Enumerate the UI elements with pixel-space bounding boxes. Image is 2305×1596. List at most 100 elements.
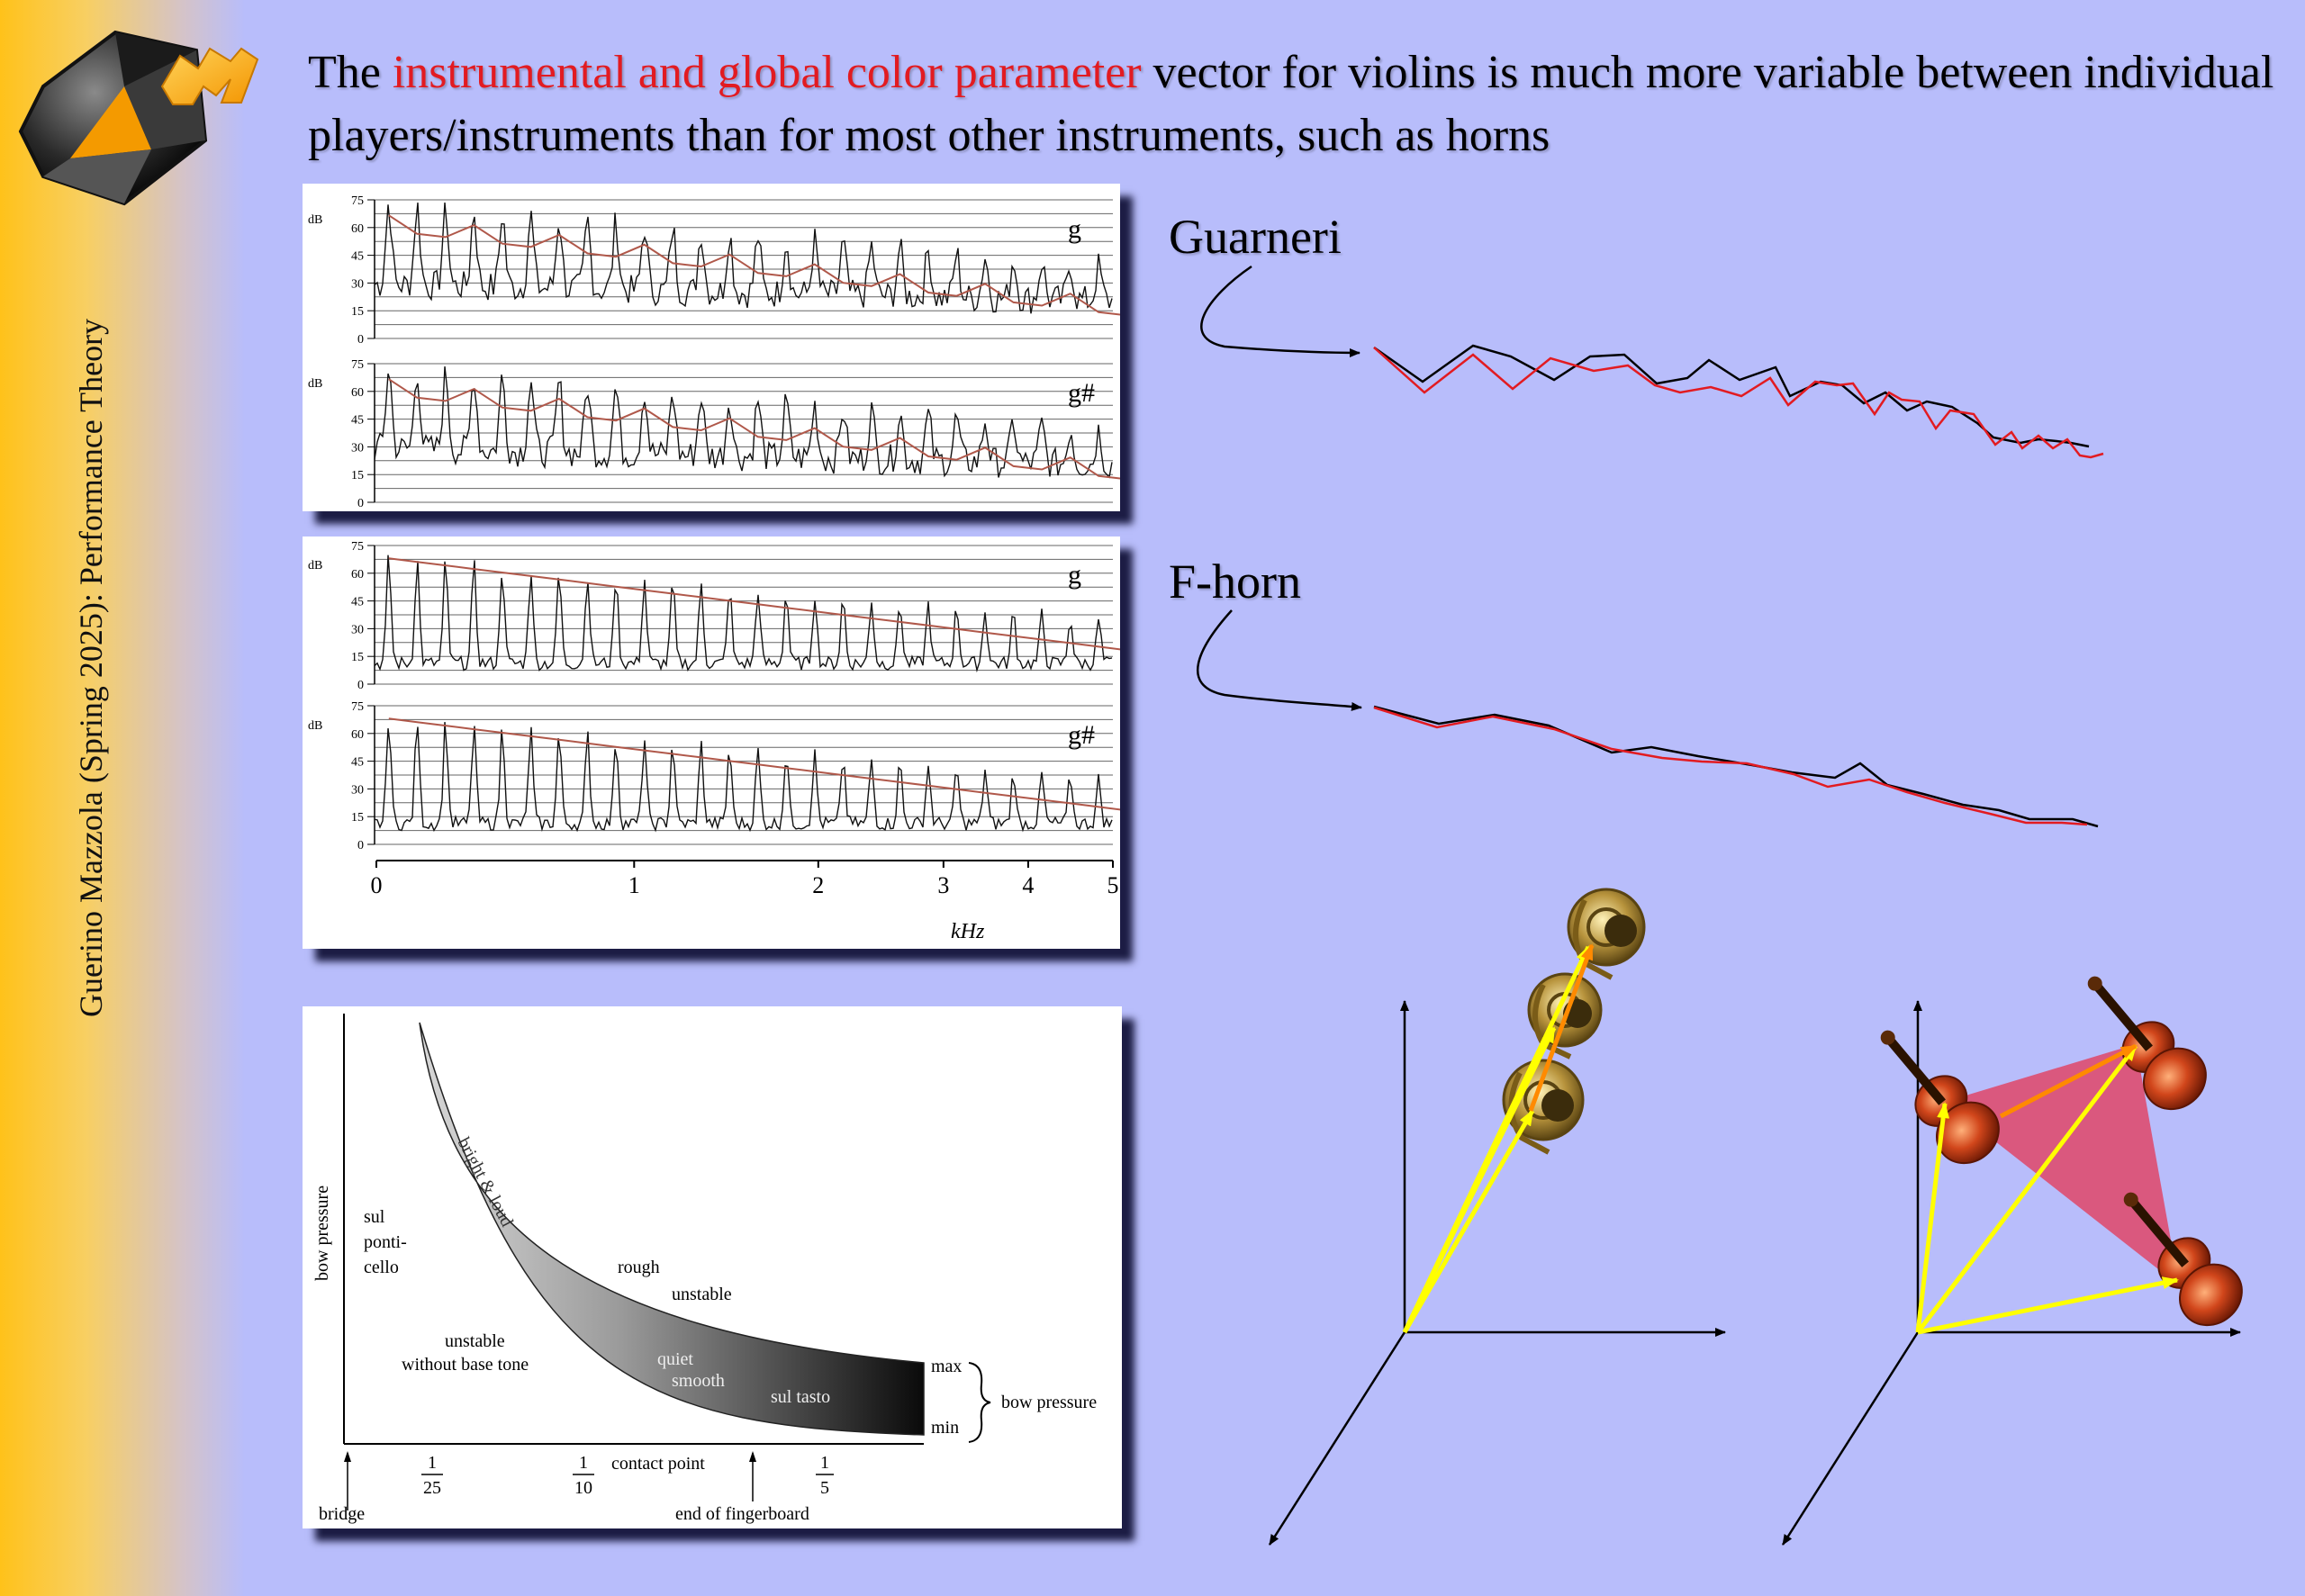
horn-g-note-label: g (1068, 560, 1081, 590)
horn-g-y-tick-label: 45 (351, 596, 364, 609)
frac3-num: 1 (820, 1453, 829, 1473)
fhorn-envelope-red (1373, 706, 2088, 826)
guarneri-envelope-red (1373, 347, 2104, 459)
khz-tick-label: 4 (1022, 872, 1034, 898)
violin-gsharp-y-tick-label: 75 (351, 358, 364, 372)
horn-g-y-tick-label: 0 (357, 679, 364, 692)
violin-g-y-tick-label: 30 (351, 277, 364, 291)
violin-axis-y (1781, 1331, 1920, 1546)
guarneri-pointer-arrow (1200, 265, 1360, 357)
violin-icon (1880, 1030, 2000, 1165)
horn-g-envelope-line (388, 557, 1120, 651)
bridge-label: bridge (319, 1504, 365, 1524)
violin-g-y-tick-label: 75 (351, 194, 364, 208)
frac2-num: 1 (579, 1453, 588, 1473)
violin-gsharp-y-tick-label: 30 (351, 441, 364, 455)
rough-label: rough (618, 1258, 660, 1277)
horn-gsharp-y-tick-label: 45 (351, 756, 364, 770)
horn-gsharp-envelope-line (388, 717, 1120, 811)
khz-tick-label: 0 (371, 872, 383, 898)
violin-g-note-label: g (1068, 214, 1081, 244)
khz-tick-label: 3 (937, 872, 949, 898)
khz-unit-label: kHz (951, 920, 985, 943)
frac1-num: 1 (428, 1453, 437, 1473)
violin-g-y-tick-label: 15 (351, 305, 364, 319)
title-start: The (308, 47, 393, 98)
bow-pressure-diagram: bright & loud bow pressure sul ponti- ce… (303, 1006, 1122, 1528)
horn-g-y-tick-label: 75 (351, 540, 364, 554)
unstable-without-label: unstable (445, 1331, 505, 1351)
violin-gsharp-y-tick-label: 0 (357, 497, 364, 510)
violin-gsharp-note-label: g# (1068, 378, 1095, 408)
horn-g-y-unit: dB (308, 559, 322, 573)
horn-gsharp-note-label: g# (1068, 720, 1095, 750)
sidebar (0, 0, 245, 1596)
ponti-label: ponti- (364, 1232, 407, 1252)
violin-gsharp-y-tick-label: 60 (351, 386, 364, 400)
horn-delta-arrow (1528, 943, 1595, 1112)
slide-title: The instrumental and global color parame… (308, 41, 2289, 167)
horn-gsharp-y-tick-label: 60 (351, 728, 364, 742)
min-label: min (931, 1418, 959, 1438)
fhorn-label: F-horn (1169, 555, 1301, 609)
max-label: max (931, 1357, 962, 1376)
khz-tick-label: 2 (812, 872, 824, 898)
horn-vector-arrow (1402, 1026, 1557, 1334)
fingerboard-label: end of fingerboard (675, 1504, 809, 1524)
bridge-arrow-head-icon (344, 1451, 351, 1462)
quiet-label: quiet (657, 1349, 693, 1369)
violin-gsharp-y-unit: dB (308, 377, 322, 391)
violin-icon (2123, 1192, 2243, 1327)
fhorn-pointer-arrow (1197, 609, 1362, 711)
violin-g-envelope-line (388, 214, 1120, 316)
violin-delta-arrow (1999, 1043, 2138, 1119)
smooth-label: smooth (672, 1371, 725, 1391)
horn-vector-arrow (1402, 1109, 1535, 1334)
without-base-tone-label: without base tone (402, 1355, 529, 1375)
title-rest: vector for violins is much more variable… (308, 47, 2274, 161)
horn-gsharp-y-tick-label: 0 (357, 839, 364, 852)
violin-gsharp-spectrum-line (374, 366, 1113, 479)
horn-gsharp-spectrum-line (374, 722, 1113, 833)
sul-label: sul (364, 1207, 385, 1227)
violin-spectra: 75 60 45 30 15 0 dB g 75 60 45 30 15 0 dB g# (308, 194, 1120, 510)
horn-axis-y (1268, 1331, 1406, 1546)
unstable-label: unstable (672, 1285, 732, 1304)
cello-label: cello (364, 1258, 399, 1277)
frac1-den: 25 (423, 1478, 441, 1498)
horn-gsharp-y-tick-label: 30 (351, 783, 364, 797)
horn-gsharp-y-tick-label: 75 (351, 700, 364, 714)
horn-gsharp-y-tick-label: 15 (351, 811, 364, 825)
violin-g-y-unit: dB (308, 213, 322, 227)
violin-g-spectrum-line (374, 203, 1113, 314)
violin-gsharp-y-tick-label: 15 (351, 469, 364, 482)
khz-tick-label: 1 (628, 872, 640, 898)
bow-band (419, 1022, 925, 1436)
horn-g-spectrum-line (374, 555, 1113, 673)
x-axis-label: contact point (611, 1454, 705, 1474)
violin-g-y-tick-label: 0 (357, 333, 364, 347)
violin-spectra-panel: 75 60 45 30 15 0 dB g 75 60 45 30 15 0 dB g# (303, 184, 1120, 511)
title-highlight: instrumental and global color parameter (392, 47, 1142, 98)
violin-gsharp-envelope-line (388, 378, 1120, 480)
horn-spectra-panel: 75 60 45 30 15 0 dB g 75 60 45 30 15 0 dB g# 0 1 2 3 4 5 kHz (303, 537, 1120, 949)
fhorn-envelope-black (1373, 705, 2099, 828)
fingerboard-arrow-head-icon (749, 1451, 756, 1462)
brace-icon (968, 1362, 991, 1443)
frac2-den: 10 (574, 1478, 592, 1498)
violin-vector-arrow (1915, 1102, 1950, 1333)
violin-g-y-tick-label: 60 (351, 222, 364, 236)
horn-g-y-tick-label: 15 (351, 651, 364, 664)
violin-g-y-tick-label: 45 (351, 250, 364, 264)
violin-vector-arrow (1917, 1276, 2179, 1335)
violin-variability-triangle (1945, 1044, 2179, 1285)
bow-pressure-chart: bright & loud bow pressure sul ponti- ce… (312, 1014, 1097, 1524)
horn-gsharp-y-unit: dB (308, 719, 322, 733)
frac3-den: 5 (820, 1478, 829, 1498)
khz-tick-label: 5 (1107, 872, 1119, 898)
y-axis-label: bow pressure (312, 1186, 332, 1281)
violin-gsharp-y-tick-label: 45 (351, 414, 364, 428)
guarneri-label: Guarneri (1169, 210, 1342, 264)
